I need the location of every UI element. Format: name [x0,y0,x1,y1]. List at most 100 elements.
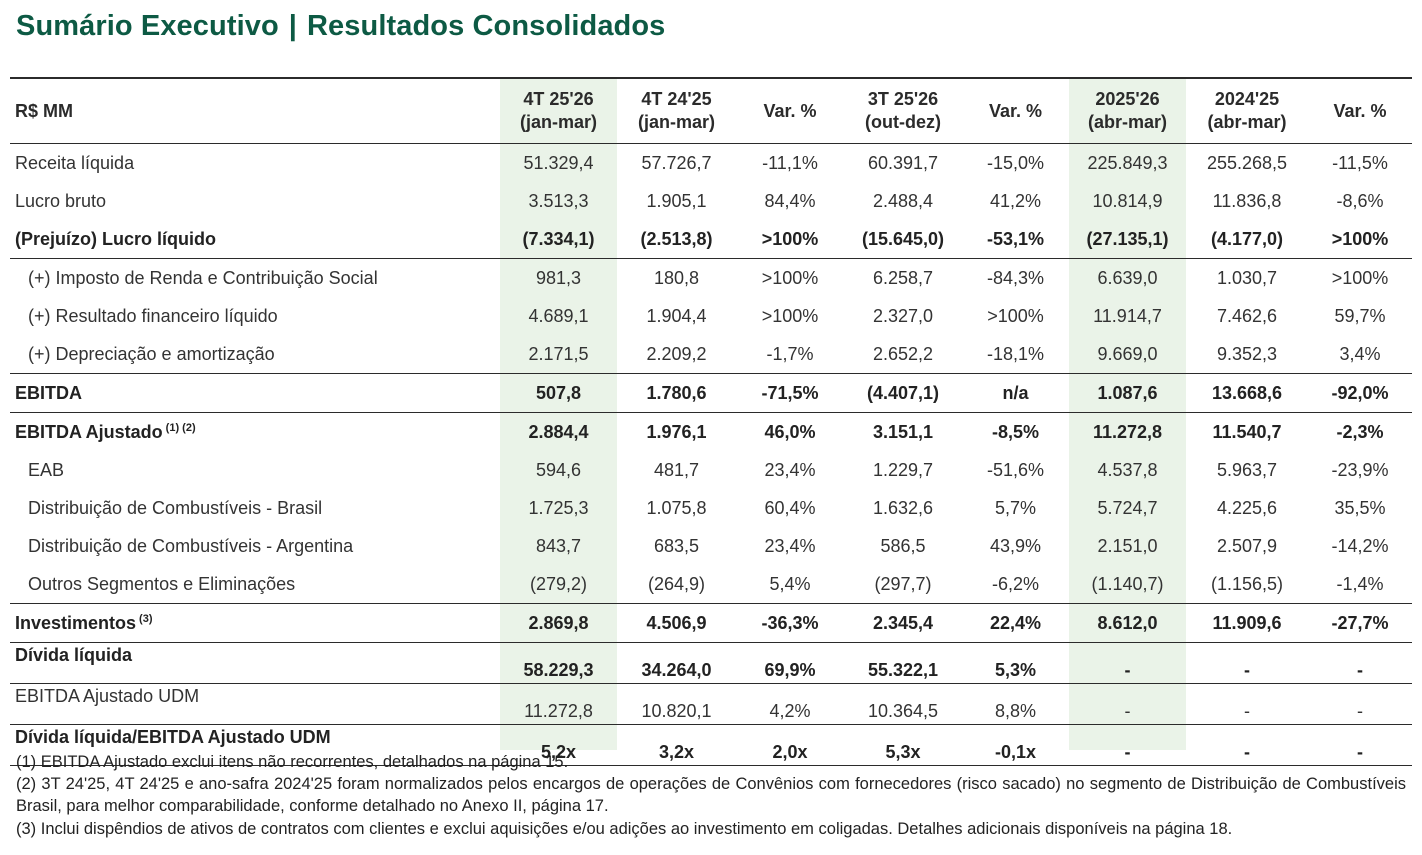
table-cell: 2,0x [736,724,844,766]
table-cell: 11.540,7 [1212,421,1282,442]
results-table: R$ MM 4T 25'26 (jan-mar) 4T 24'25 (jan-mar… [10,77,1412,766]
table-cell: 11.272,8 [500,683,617,725]
table-cell: -27,7% [1308,603,1412,643]
row-label: Dívida líquida [10,642,500,684]
table-cell: 1.229,7 [872,459,934,480]
table-cell: 4.506,9 [617,603,736,643]
table-cell: - [1308,683,1412,725]
table-cell: 5.963,7 [1216,459,1278,480]
table-cell: 1.905,1 [646,190,707,211]
table-cell: (1.156,5) [1186,565,1308,604]
table-cell: 6.258,7 [872,267,934,288]
table-cell: 683,5 [653,535,700,556]
table-cell: 4.225,6 [1216,497,1278,518]
table-cell: -51,6% [986,459,1045,480]
table-cell: -2,3% [1336,421,1384,442]
col-header: Var. % [962,77,1069,144]
table-cell: 1.780,6 [617,373,736,413]
table-cell: 3,2x [617,724,736,766]
table-cell: 46,0% [764,421,816,442]
footnote-2: (2) 3T 24'25, 4T 24'25 e ano-safra 2024'… [16,775,1406,815]
table-cell: - [1069,724,1186,766]
table-cell: -11,5% [1332,152,1388,173]
table-cell: -8,6% [1336,190,1384,211]
row-label: Investimentos (3) [10,603,500,643]
title-main: Sumário Executivo [16,10,279,42]
table-cell: 180,8 [653,267,700,288]
table-cell: >100% [1308,220,1412,259]
table-row: Outros Segmentos e Eliminações (279,2) (26… [10,565,1412,604]
table-cell: 69,9% [736,642,844,684]
table-cell: 3.151,1 [872,421,934,442]
table-cell: -71,5% [736,373,844,413]
table-cell: -1,4% [1308,565,1412,604]
table-cell: 5.724,7 [1097,497,1158,518]
table-cell: 586,5 [880,535,926,556]
table-row: (+) Resultado financeiro líquido 4.689,1 1… [10,297,1412,335]
table-row: EBITDA Ajustado UDM 11.272,8 10.820,1 4,2% 1… [10,683,1412,725]
col-header: 3T 25'26 (out-dez) [844,77,962,144]
row-label: Distribuição de Combustíveis - Brasil [28,497,323,518]
table-cell: - [1186,642,1308,684]
col-header: 2024'25 (abr-mar) [1186,77,1308,144]
col-header: 4T 24'25 (jan-mar) [617,77,736,144]
table-header-row: R$ MM 4T 25'26 (jan-mar) 4T 24'25 (jan-mar… [10,77,1412,144]
table-row: (+) Depreciação e amortização 2.171,5 2.20… [10,335,1412,374]
table-cell: 2.345,4 [844,603,962,643]
table-cell: 11.914,7 [1093,305,1162,326]
table-cell: (4.407,1) [844,373,962,413]
table-cell: (7.334,1) [500,220,617,259]
table-row: Distribuição de Combustíveis - Brasil 1.7… [10,489,1412,527]
table-cell: 594,6 [535,459,582,480]
title-separator: | [288,10,298,42]
table-cell: - [1186,683,1308,725]
table-cell: 41,2% [989,190,1042,211]
table-cell: -15,0% [986,152,1045,173]
table-cell: -36,3% [736,603,844,643]
row-label: (Prejuízo) Lucro líquido [10,220,500,259]
table-cell: 4,2% [736,683,844,725]
table-cell: 60,4% [764,497,816,518]
table-cell: 507,8 [500,373,617,413]
row-label: (+) Imposto de Renda e Contribuição Soci… [28,267,378,288]
table-cell: 2.488,4 [872,190,934,211]
table-cell: (297,7) [844,565,962,604]
table-cell: 4.537,8 [1097,459,1158,480]
table-cell: 9.669,0 [1069,335,1186,374]
table-row: Distribuição de Combustíveis - Argentina… [10,527,1412,565]
table-cell: 255.268,5 [1206,152,1288,173]
table-cell: 60.391,7 [867,152,939,173]
table-cell: (279,2) [500,565,617,604]
table-cell: 11.836,8 [1212,190,1282,211]
table-cell: (1.140,7) [1069,565,1186,604]
row-label: EBITDA Ajustado (1) (2) [15,421,196,442]
table-cell: 22,4% [962,603,1069,643]
table-cell: -0,1x [962,724,1069,766]
table-cell: - [1308,642,1412,684]
footnote-ref: (1) (2) [165,421,196,434]
table-row: Dívida líquida 58.229,3 34.264,0 69,9% 55.32… [10,642,1412,684]
table-cell: - [1186,724,1308,766]
table-cell: 11.272,8 [1092,421,1163,442]
table-cell: 1.632,6 [872,497,934,518]
table-cell: 5,3x [844,724,962,766]
table-cell: (15.645,0) [844,220,962,259]
table-cell: 8.612,0 [1069,603,1186,643]
table-cell: 43,9% [989,535,1042,556]
table-cell: -92,0% [1308,373,1412,413]
table-cell: n/a [962,373,1069,413]
table-cell: -23,9% [1331,459,1389,480]
table-cell: 13.668,6 [1186,373,1308,413]
row-label: EAB [28,459,65,480]
table-cell: 2.652,2 [844,335,962,374]
table-cell: 10.364,5 [844,683,962,725]
table-cell: 9.352,3 [1186,335,1308,374]
table-cell: 23,4% [764,535,816,556]
page-title: Sumário Executivo | Resultados Consolidado… [16,10,665,43]
table-cell: 1.087,6 [1069,373,1186,413]
table-row: Investimentos (3) 2.869,8 4.506,9 -36,3% 2.34… [10,603,1412,643]
col-header: 2025'26 (abr-mar) [1069,77,1186,144]
row-label: Outros Segmentos e Eliminações [10,565,500,604]
table-cell: 2.327,0 [872,305,934,326]
table-cell: >100% [761,305,819,326]
